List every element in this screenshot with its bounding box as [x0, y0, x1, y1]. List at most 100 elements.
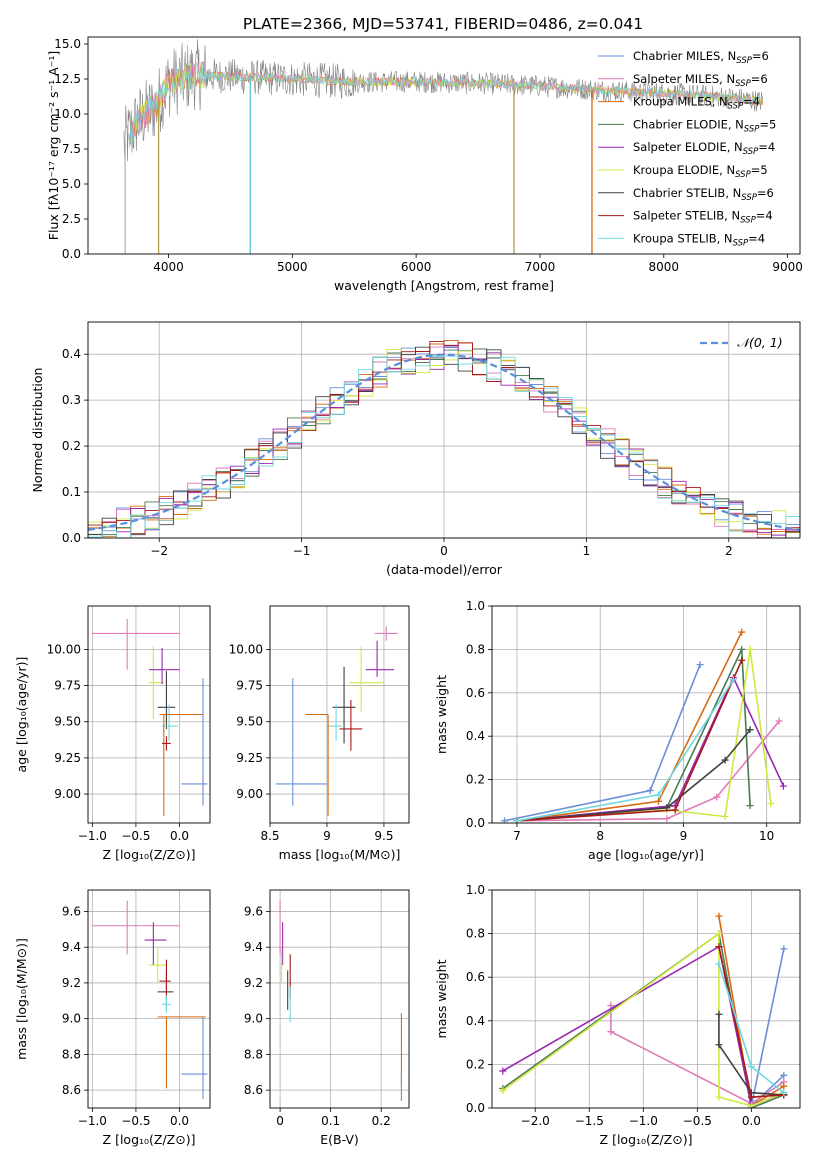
panel-mass-vs-ebv: 0 0.1 0.2 8.6 8.8 9.0 9.2 9.4 9.6 E(B-V): [244, 889, 410, 1147]
y-tick-label: 9.2: [62, 976, 81, 990]
residual-histogram: [88, 355, 800, 538]
y-tick-label: 9.75: [54, 679, 81, 693]
y-tick-label: 0.4: [466, 1014, 485, 1028]
axes-frame: [87, 605, 211, 824]
legend-suffix: =5: [759, 117, 776, 131]
weight-marker: [715, 960, 723, 968]
axes-frame: [269, 605, 410, 824]
weight-marker: [746, 726, 754, 734]
y-tick-label: 0.0: [466, 1101, 485, 1115]
x-tick-label: −2.0: [521, 1114, 550, 1128]
data-point: [349, 646, 384, 712]
x-axis-label: Z [log₁₀(Z/Z⊙)]: [103, 847, 196, 862]
legend-subscript: SSP: [743, 147, 759, 157]
data-point: [92, 900, 180, 955]
y-tick-label: 0.6: [466, 970, 485, 984]
weight-marker: [738, 656, 746, 664]
legend-suffix: =4: [743, 95, 760, 109]
plot-area: [92, 900, 208, 1100]
data-point: [365, 640, 395, 677]
axes-frame: [269, 889, 410, 1109]
figure-title: PLATE=2366, MJD=53741, FIBERID=0486, z=0…: [243, 15, 643, 33]
weight-marker: [738, 645, 746, 653]
weight-marker: [646, 786, 654, 794]
panel-weight-vs-age: 7 8 9 10 0.0 0.2 0.4 0.6 0.8 1.0 age [log₁₀(age/yr…: [434, 599, 801, 862]
x-axis-label: age [log₁₀(age/yr)]: [588, 847, 704, 862]
data-point: [149, 947, 167, 983]
panel-residuals: −2 −1 0 1 2 0.0 0.1 0.2 0.3 0.4 (data-model)/error…: [30, 321, 801, 577]
y-tick-label: 8.6: [62, 1083, 81, 1097]
x-axis-label: (data-model)/error: [386, 562, 503, 577]
x-tick-label: 7000: [525, 260, 556, 274]
plot-area: [279, 900, 402, 1101]
weight-marker: [780, 1082, 788, 1090]
weight-marker: [499, 1087, 507, 1095]
legend-suffix: =4: [756, 209, 773, 223]
legend-entry: Salpeter ELODIE, NSSP=4: [633, 140, 775, 157]
weight-marker: [738, 628, 746, 636]
weight-marker: [663, 815, 671, 823]
y-tick-label: 0.2: [466, 1057, 485, 1071]
weight-marker: [654, 791, 662, 799]
weight-marker: [715, 1093, 723, 1101]
legend-entry: Salpeter STELIB, NSSP=4: [633, 209, 773, 226]
x-tick-label: 8: [596, 829, 604, 843]
legend-suffix: =5: [751, 163, 768, 177]
y-tick-label: 12.5: [54, 72, 81, 86]
weight-marker: [767, 799, 775, 807]
y-tick-label: 0.0: [62, 531, 81, 545]
legend-label: Chabrier STELIB, N: [633, 186, 741, 200]
y-tick-label: 9.6: [244, 904, 263, 918]
x-tick-label: 9000: [772, 260, 803, 274]
x-tick-label: −2: [150, 544, 168, 558]
legend-label: Kroupa ELODIE, N: [633, 163, 735, 177]
y-tick-label: 0.2: [62, 439, 81, 453]
legend-entry: Chabrier MILES, NSSP=6: [633, 49, 769, 66]
legend-subscript: SSP: [741, 193, 757, 203]
weight-marker: [715, 943, 723, 951]
x-tick-label: 7: [513, 829, 521, 843]
data-point: [92, 619, 180, 670]
weight-marker: [715, 1041, 723, 1049]
data-point: [374, 626, 398, 641]
x-axis-label: mass [log₁₀(M/M⊙)]: [279, 847, 401, 862]
legend-label: Chabrier MILES, N: [633, 49, 736, 63]
data-point: [144, 922, 167, 966]
y-tick-label: 9.4: [62, 940, 81, 954]
weight-marker: [500, 817, 508, 823]
data-point: [305, 713, 329, 816]
legend-suffix: =6: [752, 49, 769, 63]
x-tick-label: −1.0: [629, 1114, 658, 1128]
plot-area: [123, 39, 764, 254]
data-point: [157, 671, 176, 729]
plot-area: [499, 912, 788, 1108]
data-point: [162, 995, 171, 1014]
plot-area: [92, 619, 208, 816]
x-tick-label: −0.5: [121, 1114, 150, 1128]
weight-marker: [780, 1089, 788, 1097]
x-tick-label: 0.0: [742, 1114, 761, 1128]
legend-label: Chabrier ELODIE, N: [633, 117, 744, 131]
panel-mass-vs-Z: −1.0 −0.5 0.0 8.6 8.8 9.0 9.2 9.4 9.6 Z [log₁₀(Z/…: [14, 889, 211, 1147]
y-tick-label: 1.0: [466, 599, 485, 613]
x-axis-label: Z [log₁₀(Z/Z⊙)]: [103, 1132, 196, 1147]
legend-subscript: SSP: [735, 170, 751, 180]
axes-frame: [491, 605, 801, 824]
weight-marker: [715, 912, 723, 920]
plot-area: [88, 339, 800, 538]
weight-marker: [747, 1063, 755, 1071]
y-tick-label: 10.00: [47, 642, 81, 656]
weight-marker: [779, 782, 787, 790]
legend-subscript: SSP: [736, 56, 752, 66]
data-point: [339, 700, 363, 751]
axes-frame: [87, 889, 211, 1109]
x-axis-label: E(B-V): [320, 1132, 359, 1147]
weight-marker: [671, 806, 679, 814]
y-tick-label: 10.0: [54, 107, 81, 121]
panel-spectrum: 4000 5000 6000 7000 8000 9000 0.0 2.5 5.0 7.5 10.0…: [46, 36, 803, 293]
data-point: [326, 704, 342, 741]
data-point: [162, 704, 178, 741]
y-tick-label: 9.50: [236, 715, 263, 729]
y-tick-label: 9.0: [244, 1012, 263, 1026]
